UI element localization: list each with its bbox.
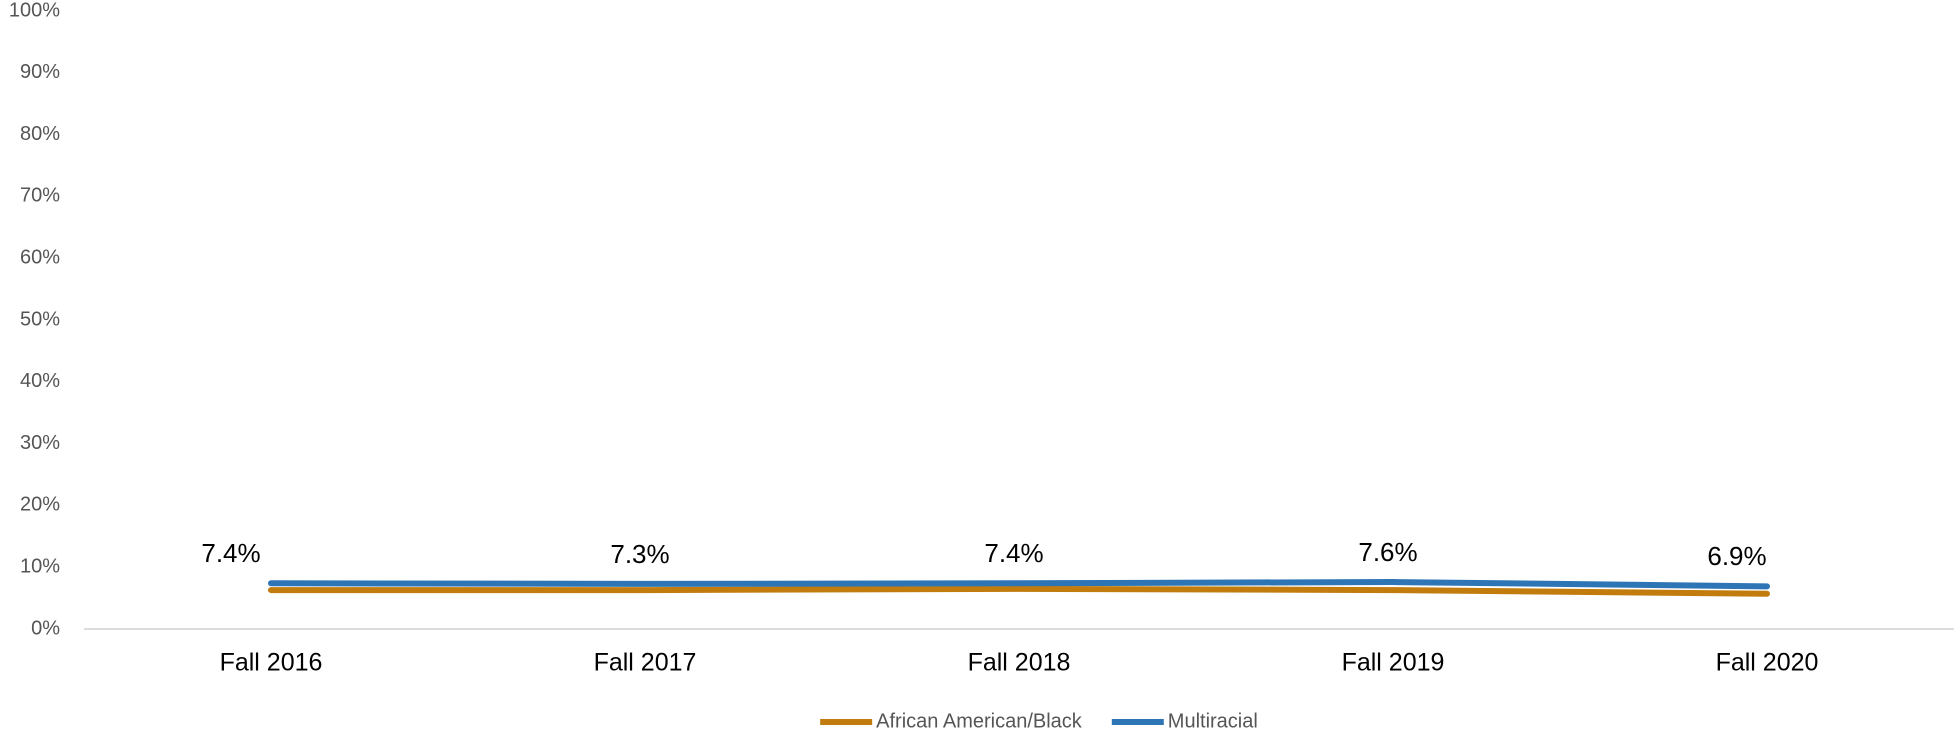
x-tick-label: Fall 2017 <box>594 649 697 677</box>
data-label: 7.3% <box>610 539 669 569</box>
series-line <box>268 585 1770 597</box>
y-tick-label: 50% <box>20 308 60 330</box>
series-line <box>268 579 1770 590</box>
y-tick-label: 80% <box>20 123 60 145</box>
y-tick-label: 60% <box>20 246 60 268</box>
y-tick-label: 70% <box>20 185 60 207</box>
y-tick-label: 90% <box>20 61 60 83</box>
y-tick-label: 40% <box>20 370 60 392</box>
y-tick-label: 20% <box>20 494 60 516</box>
data-label: 7.6% <box>1358 537 1417 567</box>
data-label: 7.4% <box>984 538 1043 568</box>
y-tick-label: 10% <box>20 555 60 577</box>
legend-label: Multiracial <box>1168 710 1258 732</box>
data-label: 6.9% <box>1707 541 1766 571</box>
x-tick-label: Fall 2018 <box>968 649 1071 677</box>
x-tick-label: Fall 2019 <box>1342 649 1445 677</box>
y-tick-label: 30% <box>20 432 60 454</box>
y-tick-label: 100% <box>9 0 60 21</box>
y-tick-label: 0% <box>31 617 60 639</box>
x-tick-label: Fall 2020 <box>1716 649 1819 677</box>
legend-label: African American/Black <box>876 710 1083 732</box>
data-label: 7.4% <box>201 538 260 568</box>
x-tick-label: Fall 2016 <box>220 649 323 677</box>
